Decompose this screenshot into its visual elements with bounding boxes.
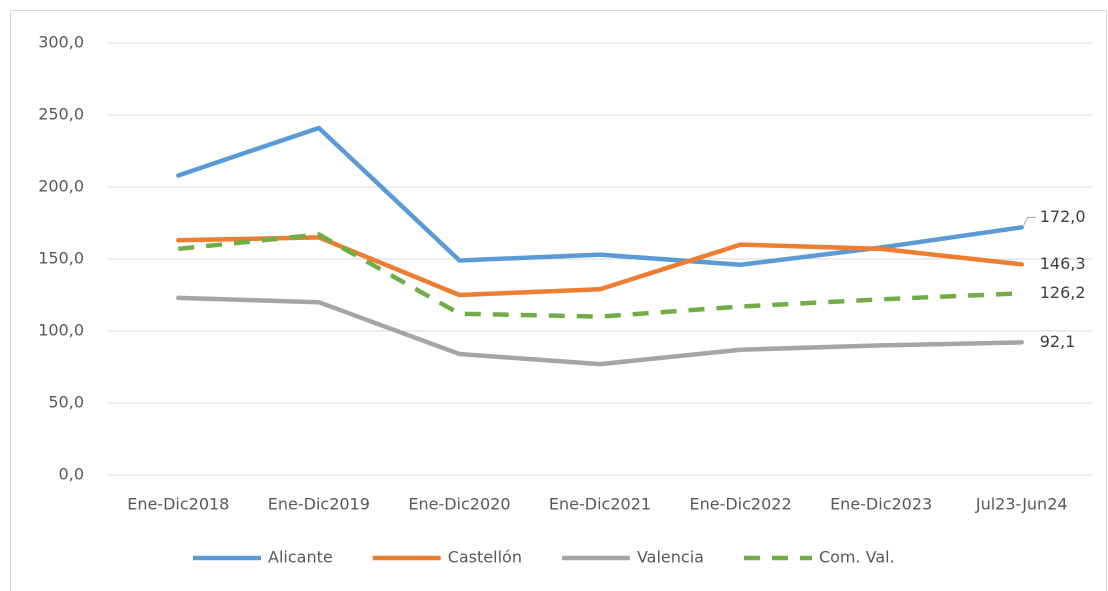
y-tick-label: 0,0 (59, 465, 84, 484)
data-label: 92,1 (1040, 332, 1076, 351)
y-tick-label: 200,0 (38, 177, 84, 196)
y-tick-label: 150,0 (38, 249, 84, 268)
x-tick-label: Ene-Dic2020 (408, 495, 510, 514)
y-tick-label: 50,0 (48, 393, 84, 412)
x-tick-label: Ene-Dic2018 (127, 495, 229, 514)
series-line (176, 235, 1024, 298)
y-tick-label: 300,0 (38, 33, 84, 52)
x-tick-label: Ene-Dic2023 (830, 495, 932, 514)
x-tick-label: Ene-Dic2021 (549, 495, 651, 514)
series-line (176, 125, 1024, 268)
legend-label: Alicante (268, 548, 333, 567)
legend-label: Com. Val. (819, 548, 895, 567)
x-tick-label: Ene-Dic2022 (689, 495, 791, 514)
y-tick-label: 100,0 (38, 321, 84, 340)
chart-border (10, 10, 1107, 591)
legend-label: Castellón (448, 548, 522, 567)
data-label: 172,0 (1040, 207, 1086, 226)
y-tick-label: 250,0 (38, 105, 84, 124)
data-label: 126,2 (1040, 283, 1086, 302)
x-tick-label: Ene-Dic2019 (268, 495, 370, 514)
series-line (176, 295, 1024, 367)
x-tick-label: Jul23-Jun24 (975, 495, 1068, 514)
label-leader (1023, 216, 1036, 226)
series-line (178, 232, 1022, 319)
data-label: 146,3 (1040, 254, 1086, 273)
legend-label: Valencia (637, 548, 704, 567)
